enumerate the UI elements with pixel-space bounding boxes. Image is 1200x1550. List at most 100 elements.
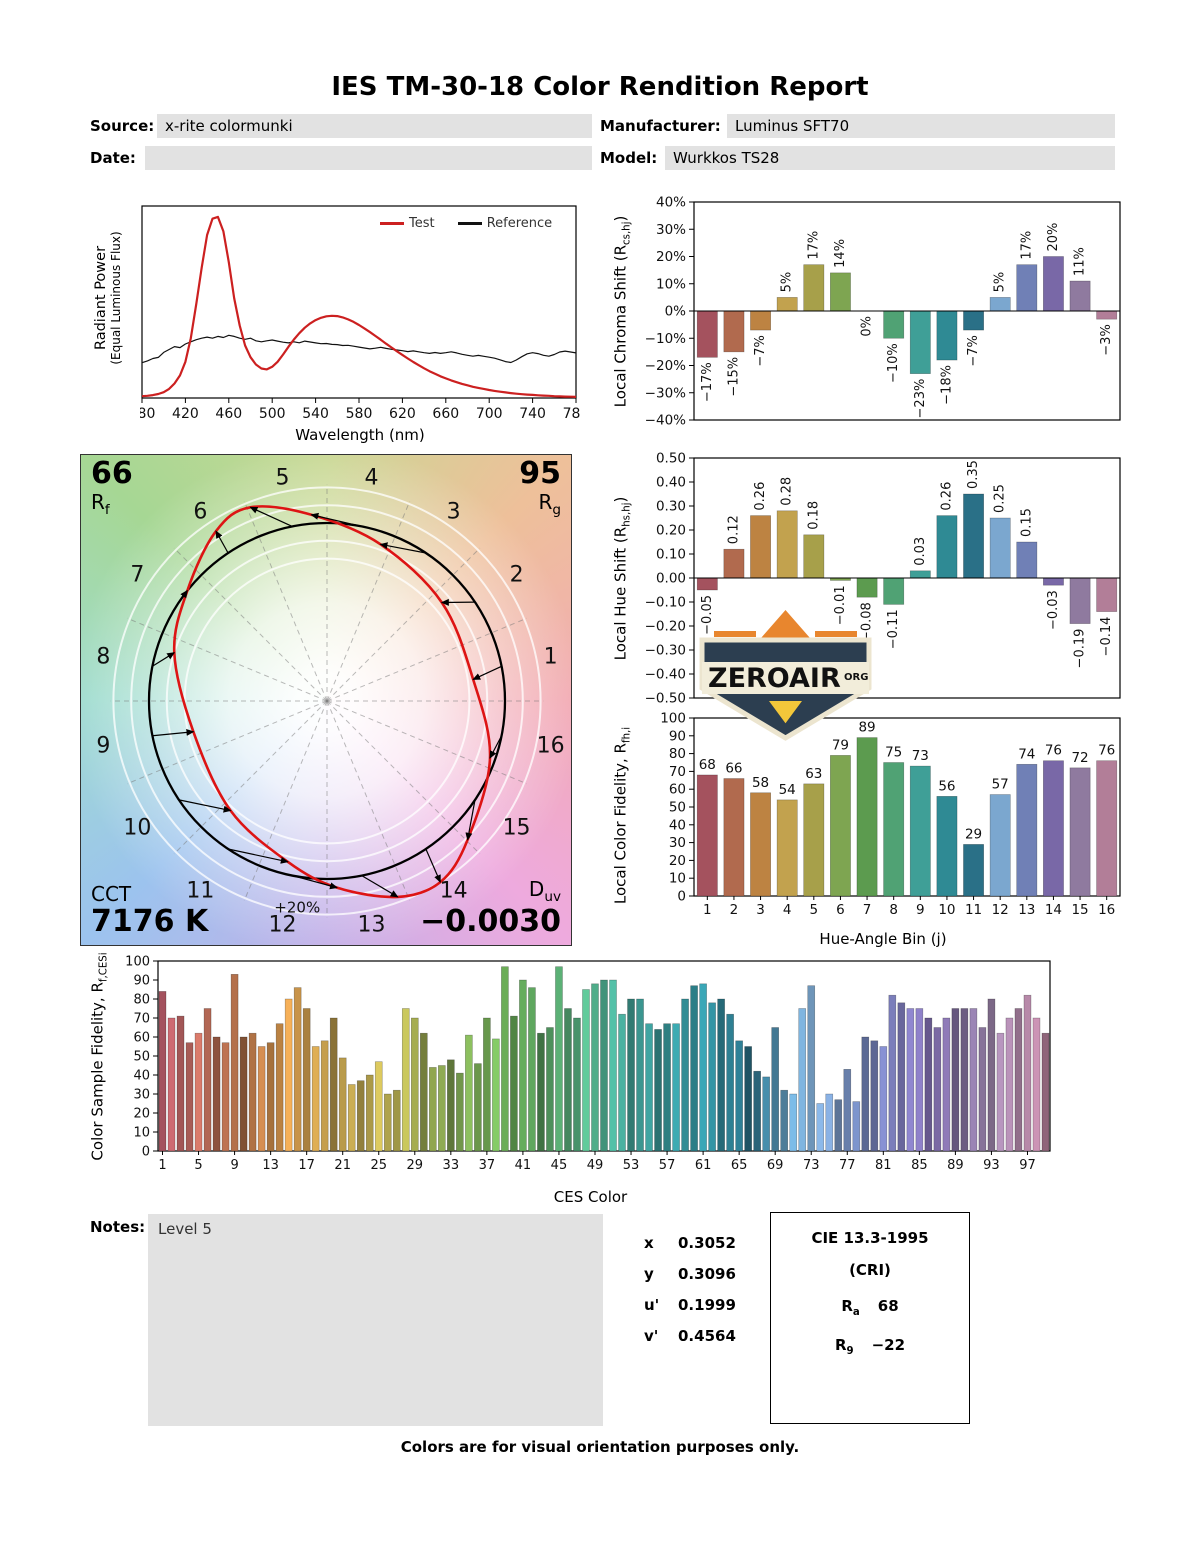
- svg-text:77: 77: [839, 1158, 856, 1173]
- svg-text:80: 80: [133, 993, 150, 1008]
- date-value: [145, 146, 592, 170]
- svg-text:17: 17: [298, 1158, 315, 1173]
- spd-plot: 380 420 460 500 540 580 620 660 700 740 780: [140, 205, 580, 422]
- svg-text:70: 70: [133, 1012, 150, 1027]
- chromaticity-y-row: y 0.3096: [644, 1265, 736, 1283]
- svg-text:8: 8: [96, 645, 110, 670]
- svg-text:50: 50: [669, 800, 686, 816]
- svg-text:580: 580: [346, 406, 373, 422]
- ces-fidelity-chart: 0 10 20 30 40 50 60 70 80 90 100 1 5 9 13 17 21 25 29 33 37 4…: [125, 955, 1051, 1173]
- svg-text:80: 80: [669, 746, 686, 762]
- svg-text:−0.20: −0.20: [645, 619, 686, 635]
- svg-text:4: 4: [364, 465, 378, 490]
- cri-subtitle: (CRI): [849, 1261, 891, 1279]
- svg-text:3: 3: [447, 499, 461, 524]
- svg-text:15: 15: [503, 816, 531, 841]
- svg-text:0.25: 0.25: [993, 484, 1008, 513]
- logo-wordmark: ZEROAIR: [708, 663, 841, 694]
- svg-text:73: 73: [803, 1158, 820, 1173]
- svg-text:6: 6: [193, 499, 207, 524]
- svg-text:85: 85: [911, 1158, 928, 1173]
- svg-text:20%: 20%: [1046, 223, 1061, 252]
- logo-band: [702, 662, 869, 694]
- svg-text:9: 9: [916, 902, 925, 918]
- svg-text:2: 2: [510, 562, 524, 587]
- ra-value: 68: [877, 1297, 899, 1315]
- svg-text:89: 89: [947, 1158, 964, 1173]
- svg-text:11: 11: [186, 879, 214, 904]
- svg-text:0%: 0%: [860, 316, 875, 337]
- page-title: IES TM-30-18 Color Rendition Report: [331, 72, 869, 102]
- svg-text:0.30: 0.30: [656, 499, 686, 515]
- svg-text:16: 16: [537, 733, 565, 758]
- cct-label: CCT: [91, 882, 132, 907]
- manufacturer-value: Luminus SFT70: [727, 114, 1115, 138]
- svg-text:−0.14: −0.14: [1099, 617, 1114, 657]
- svg-text:79: 79: [832, 737, 849, 753]
- svg-text:8: 8: [889, 902, 898, 918]
- svg-text:68: 68: [699, 757, 716, 773]
- svg-text:30%: 30%: [656, 222, 686, 238]
- chromaticity-x-row: x 0.3052: [644, 1234, 736, 1252]
- r9-label: R9: [834, 1336, 854, 1357]
- svg-text:620: 620: [389, 406, 416, 422]
- svg-text:57: 57: [992, 777, 1009, 793]
- svg-text:−10%: −10%: [645, 331, 686, 347]
- duv-value: −0.0030: [420, 904, 561, 940]
- model-value: Wurkkos TS28: [665, 146, 1115, 170]
- spd-legend: Test Reference: [380, 212, 570, 231]
- svg-text:10: 10: [669, 871, 686, 887]
- svg-text:20%: 20%: [656, 249, 686, 265]
- fidelity-x-axis-label: Hue-Angle Bin (j): [819, 930, 947, 948]
- svg-text:81: 81: [875, 1158, 892, 1173]
- svg-text:5%: 5%: [993, 272, 1008, 293]
- model-label: Model:: [600, 149, 658, 167]
- svg-text:−0.19: −0.19: [1073, 629, 1088, 669]
- svg-text:0.18: 0.18: [806, 501, 821, 530]
- svg-text:500: 500: [259, 406, 286, 422]
- svg-text:20: 20: [669, 853, 686, 869]
- ces-x-axis-label: CES Color: [553, 1188, 628, 1206]
- notes-label: Notes:: [90, 1218, 146, 1236]
- svg-text:37: 37: [479, 1158, 496, 1173]
- chromaticity-u-row: u' 0.1999: [644, 1296, 736, 1314]
- legend-reference-label: Reference: [486, 216, 553, 231]
- svg-text:14%: 14%: [833, 239, 848, 268]
- svg-text:60: 60: [133, 1031, 150, 1046]
- legend-test: Test: [380, 216, 435, 231]
- svg-text:90: 90: [133, 974, 150, 989]
- svg-text:14: 14: [1045, 902, 1062, 918]
- spd-y-axis-label: Radiant Power (Equal Luminous Flux): [93, 231, 123, 365]
- svg-text:45: 45: [551, 1158, 568, 1173]
- r9-value: −22: [871, 1336, 906, 1354]
- cri-ra-row: Ra 68: [771, 1297, 969, 1318]
- svg-text:41: 41: [515, 1158, 532, 1173]
- svg-text:−18%: −18%: [939, 365, 954, 405]
- svg-text:3: 3: [756, 902, 765, 918]
- svg-text:5%: 5%: [780, 272, 795, 293]
- svg-text:29: 29: [407, 1158, 424, 1173]
- svg-text:10: 10: [123, 816, 151, 841]
- svg-text:21: 21: [334, 1158, 351, 1173]
- svg-text:73: 73: [912, 748, 929, 764]
- footer-note: Colors are for visual orientation purpos…: [400, 1438, 800, 1456]
- svg-text:10: 10: [938, 902, 955, 918]
- svg-text:+20%: +20%: [274, 899, 320, 917]
- svg-text:16: 16: [1098, 902, 1115, 918]
- notes-text: Level 5: [158, 1220, 212, 1238]
- svg-text:0.03: 0.03: [913, 537, 928, 566]
- svg-text:0.12: 0.12: [726, 515, 741, 544]
- svg-text:90: 90: [669, 728, 686, 744]
- svg-text:61: 61: [695, 1158, 712, 1173]
- chroma-y-axis-label: Local Chroma Shift (Rcs,hj): [611, 215, 633, 408]
- logo-suffix: ORG: [844, 672, 868, 683]
- svg-text:97: 97: [1019, 1158, 1036, 1173]
- svg-text:0: 0: [677, 889, 686, 905]
- svg-text:74: 74: [1018, 746, 1035, 762]
- source-value: x-rite colormunki: [157, 114, 592, 138]
- svg-text:460: 460: [215, 406, 242, 422]
- svg-text:58: 58: [752, 775, 769, 791]
- svg-text:17%: 17%: [1019, 231, 1034, 260]
